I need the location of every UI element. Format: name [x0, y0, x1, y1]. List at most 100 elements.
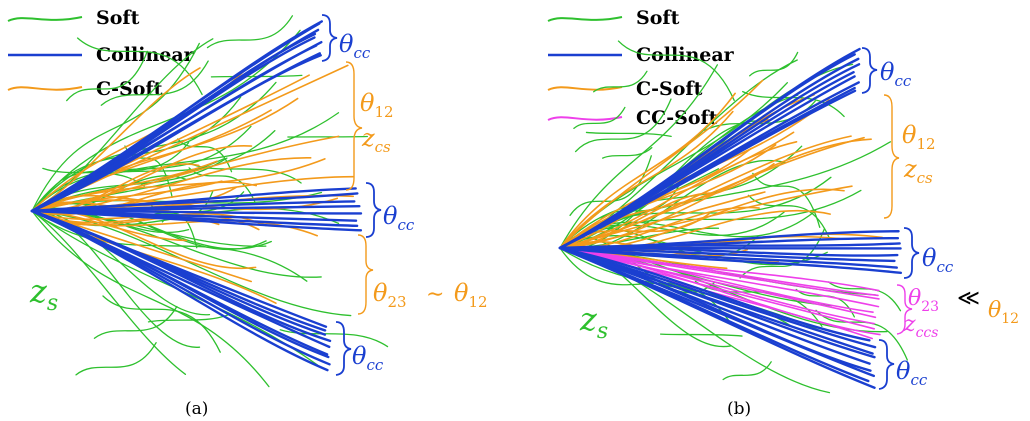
theta-cc-bot-b: θcc	[896, 357, 928, 389]
theta-12-rhs-a: θ12	[454, 279, 488, 311]
theta-12-a: θ12	[360, 89, 394, 121]
theta-12-b: θ12	[902, 121, 936, 153]
soft-line-b	[815, 309, 908, 361]
legend-swatch-ccsoft-b	[547, 116, 623, 121]
theta-cc-bot-a: θcc	[352, 342, 384, 374]
soft-line-a	[31, 29, 301, 212]
z-s-b: zs	[579, 300, 608, 344]
brace-23-b	[896, 284, 913, 335]
soft-line-b	[659, 333, 743, 337]
collinear-line-b	[558, 246, 871, 342]
csoft-line-a	[31, 160, 218, 212]
ccsoft-line-b	[559, 247, 881, 336]
soft-line-a	[31, 210, 201, 348]
brace-cc-bot-a	[335, 321, 352, 376]
soft-line-a	[147, 313, 230, 323]
theta-cc-mid-b: θcc	[922, 244, 954, 276]
soft-line-b	[593, 70, 648, 93]
z-cs-b: zcs	[903, 155, 933, 187]
soft-line-a	[100, 60, 209, 106]
collinear-line-a	[30, 192, 359, 213]
soft-line-a	[287, 135, 368, 138]
theta-cc-top-a: θcc	[339, 30, 371, 62]
soft-line-b	[827, 281, 902, 312]
caption-a: (a)	[185, 399, 208, 419]
collinear-line-b	[558, 246, 872, 372]
panel-b: Soft Collinear C-Soft CC-Soft θcc θ12 zc…	[547, 7, 1019, 419]
soft-line-a	[93, 305, 178, 339]
brace-cc-mid-b	[903, 227, 920, 279]
theta-cc-mid-a: θcc	[383, 202, 415, 234]
brace-cc-top-a	[321, 14, 338, 62]
soft-line-b	[559, 64, 719, 249]
lines-a	[30, 15, 389, 388]
soft-line-a	[31, 210, 308, 282]
csoft-line-b	[559, 110, 734, 249]
soft-line-b	[747, 194, 831, 240]
collinear-line-a	[30, 209, 363, 232]
theta-23-b: θ23	[908, 286, 939, 315]
soft-line-a	[31, 42, 200, 212]
legend-label-collinear-b: Collinear	[636, 44, 735, 66]
soft-line-a	[31, 210, 270, 388]
collinear-line-b	[558, 246, 876, 389]
theta-23-a: θ23	[373, 279, 407, 311]
caption-b: (b)	[727, 399, 751, 419]
soft-line-b	[752, 172, 821, 228]
brace-cc-bot-b	[878, 339, 895, 390]
soft-line-a	[76, 37, 203, 96]
collinear-line-b	[558, 242, 901, 250]
legend-label-csoft-b: C-Soft	[636, 78, 703, 100]
collinear-line-a	[30, 209, 332, 343]
brace-cc-top-b	[861, 47, 878, 94]
soft-line-a	[206, 15, 294, 49]
legend-swatch-soft-b	[547, 16, 623, 22]
relation-a: ∼	[426, 282, 444, 307]
legend-a: Soft Collinear C-Soft	[7, 7, 195, 100]
soft-line-b	[739, 228, 825, 279]
collinear-line-a	[30, 54, 322, 213]
collinear-line-a	[30, 209, 329, 372]
legend-label-soft-b: Soft	[636, 7, 680, 29]
soft-line-b	[574, 98, 672, 153]
soft-line-a	[66, 50, 148, 102]
theta-12-rhs-b: θ12	[988, 298, 1019, 327]
collinear-line-b	[558, 246, 896, 263]
legend-label-soft-a: Soft	[96, 7, 140, 29]
legend-b: Soft Collinear C-Soft CC-Soft	[547, 7, 735, 129]
collinear-line-a	[30, 209, 363, 215]
ccsoft-line-b	[559, 247, 879, 297]
soft-line-b	[617, 40, 735, 102]
ccsoft-line-b	[559, 247, 874, 313]
soft-line-a	[279, 329, 389, 348]
soft-line-b	[749, 51, 799, 77]
collinear-line-b	[558, 246, 899, 257]
z-ccs-b: zccs	[903, 312, 938, 341]
soft-line-a	[31, 210, 187, 375]
soft-line-a	[75, 342, 157, 376]
z-cs-a: zcs	[361, 124, 391, 156]
collinear-line-b	[558, 246, 903, 275]
legend-swatch-soft-a	[7, 16, 83, 22]
annotations-a: θcc θ12 zcs θcc θ23 ∼ θ12 zs θcc	[29, 30, 488, 374]
soft-line-b	[602, 146, 653, 159]
csoft-line-b	[559, 79, 764, 249]
soft-line-b	[559, 145, 803, 249]
brace-12-b	[883, 94, 900, 219]
braces-a	[321, 14, 382, 376]
csoft-line-b	[559, 92, 736, 249]
annotations-b: θcc θ12 zcs θcc θ23 ≪ θ12 zccs zs θcc	[579, 58, 1019, 389]
collinear-line-b	[558, 89, 857, 250]
panel-a: Soft Collinear C-Soft θcc θ12 zcs θcc θ2…	[7, 7, 488, 419]
soft-line-a	[102, 295, 221, 353]
braces-b	[861, 47, 920, 390]
z-s-a: zs	[29, 272, 58, 316]
soft-line-b	[585, 131, 672, 137]
legend-label-ccsoft-b: CC-Soft	[636, 107, 718, 129]
brace-cc-mid-a	[365, 182, 382, 238]
lines-b	[558, 40, 908, 394]
soft-line-b	[722, 361, 772, 381]
relation-b: ≪	[957, 286, 980, 311]
soft-line-b	[573, 106, 626, 129]
